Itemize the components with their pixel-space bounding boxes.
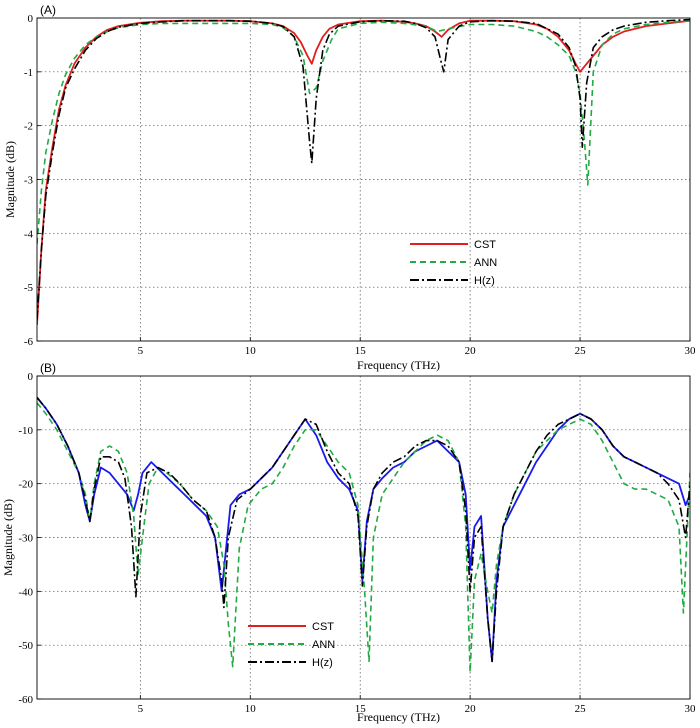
legend-label: H(z) xyxy=(312,657,333,669)
series-line-ann xyxy=(37,402,690,673)
plot-area xyxy=(37,396,690,673)
x-tick-label: 15 xyxy=(355,703,367,715)
x-axis-title: Frequency (THz) xyxy=(357,358,440,372)
panel-label: (B) xyxy=(40,361,56,375)
legend-label: CST xyxy=(474,239,496,251)
x-tick-label: 10 xyxy=(245,703,257,715)
x-tick-label: 20 xyxy=(465,345,477,357)
series-line-cst xyxy=(37,396,690,663)
series-line-cst xyxy=(37,19,690,325)
legend-label: ANN xyxy=(312,639,335,651)
legend-label: H(z) xyxy=(474,275,495,287)
y-tick-label: -5 xyxy=(24,282,34,294)
x-tick-label: 25 xyxy=(575,345,587,357)
panel-label: (A) xyxy=(40,3,56,17)
y-tick-label: -60 xyxy=(18,694,33,706)
x-tick-label: 30 xyxy=(685,703,697,715)
x-tick-label: 20 xyxy=(465,703,477,715)
plot-frame xyxy=(36,17,691,342)
legend-label: CST xyxy=(312,621,334,633)
x-tick-label: 5 xyxy=(138,345,144,357)
y-tick-label: -4 xyxy=(24,228,34,240)
plot-area xyxy=(37,18,690,325)
y-tick-label: -3 xyxy=(24,175,34,187)
y-axis-title: Magnitude (dB) xyxy=(1,499,15,576)
y-tick-label: -20 xyxy=(18,479,33,491)
y-tick-label: -2 xyxy=(24,121,33,133)
series-line-hz xyxy=(37,396,690,663)
y-tick-label: -30 xyxy=(18,533,33,545)
series-line-hz xyxy=(37,18,690,320)
y-axis-title: Magnitude (dB) xyxy=(3,141,17,218)
x-tick-label: 25 xyxy=(575,703,587,715)
x-tick-label: 15 xyxy=(355,345,367,357)
x-tick-label: 10 xyxy=(245,345,257,357)
panel-a: 5 10 15 20 25 30 0 -1 -2 -3 -4 -5 -6 (A) Frequency (TH… xyxy=(3,3,696,372)
y-tick-label: -1 xyxy=(24,67,33,79)
y-tick-label: -50 xyxy=(18,640,33,652)
panel-b: 5 10 15 20 25 30 0 -10 -20 -30 -40 -50 -60 (B) Frequen… xyxy=(1,361,696,724)
legend-label: ANN xyxy=(474,257,497,269)
series-line-ann xyxy=(37,19,690,245)
legend: CST ANN H(z) xyxy=(410,239,497,287)
y-tick-label: -40 xyxy=(18,586,33,598)
y-tick-label: 0 xyxy=(28,13,34,25)
legend: CST ANN H(z) xyxy=(248,621,335,669)
y-tick-label: -6 xyxy=(24,336,34,348)
y-tick-label: 0 xyxy=(28,371,34,383)
x-axis-title: Frequency (THz) xyxy=(357,710,440,724)
y-tick-label: -10 xyxy=(18,425,33,437)
x-tick-label: 30 xyxy=(685,345,697,357)
x-tick-label: 5 xyxy=(138,703,144,715)
